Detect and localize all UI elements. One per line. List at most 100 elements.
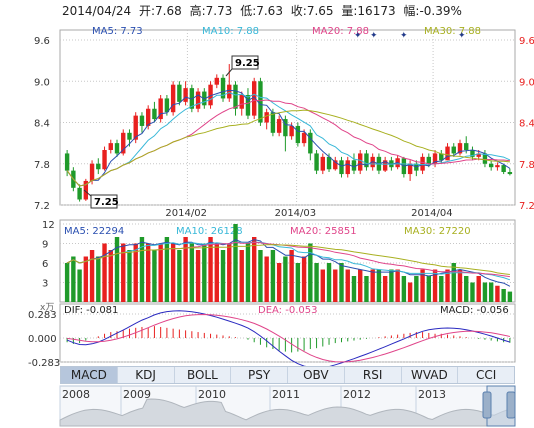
candle-body: [108, 143, 113, 150]
candle-body: [358, 153, 363, 171]
volume-bar: [195, 250, 201, 302]
event-star-icon: ✦: [370, 31, 378, 41]
tab-wvad[interactable]: WVAD: [402, 367, 459, 383]
volume-bar: [339, 263, 344, 302]
candle-body: [351, 160, 357, 171]
volume-bar: [114, 237, 120, 302]
candle-body: [258, 81, 263, 123]
candle-body: [420, 156, 425, 171]
volume-bar: [77, 269, 82, 302]
tab-cci[interactable]: CCI: [475, 368, 497, 382]
price-ma-label: MA5: 7.73: [92, 26, 143, 37]
candle-body: [426, 156, 432, 164]
timeline-year: 2010: [198, 388, 226, 401]
volume-bar: [71, 256, 76, 302]
candle-body: [482, 153, 488, 164]
volume-bar: [389, 269, 394, 302]
timeline-year: 2012: [343, 388, 371, 401]
volume-bar: [227, 243, 232, 302]
macd-tick: -0.283: [28, 358, 60, 369]
volume-bar: [164, 237, 170, 302]
volume-bar: [445, 269, 450, 302]
quote-volume: 量:16173: [341, 4, 396, 18]
stock-quote-header: 2014/04/24 开:7.68 高:7.73 低:7.63 收:7.65 量…: [62, 2, 466, 19]
volume-bar: [202, 243, 207, 302]
candle-body: [314, 153, 319, 171]
macd-value-label: MACD: -0.056: [440, 305, 509, 316]
volume-bar: [451, 263, 456, 302]
candle-body: [133, 115, 138, 140]
tab-rsi[interactable]: RSI: [345, 367, 402, 383]
tab-kdj[interactable]: KDJ: [118, 367, 175, 383]
high-marker-box: [231, 55, 259, 70]
candle-body: [407, 163, 413, 175]
low-marker-box: [90, 194, 118, 209]
tab-macd[interactable]: MACD: [61, 367, 118, 383]
volume-tick: 12: [42, 220, 55, 231]
volume-bar: [333, 269, 338, 302]
quote-change: 幅:-0.39%: [403, 4, 462, 18]
candle-body: [158, 98, 163, 120]
candle-body: [208, 84, 213, 106]
volume-bar: [488, 282, 494, 302]
price-tick-left: 8.4: [34, 119, 50, 130]
candle-body: [501, 165, 506, 172]
candle-body: [127, 132, 132, 140]
volume-bar: [482, 282, 488, 302]
volume-bar: [426, 276, 432, 302]
candle-body: [214, 77, 219, 85]
volume-bar: [414, 276, 419, 302]
volume-bar: [464, 276, 469, 302]
volume-bar: [64, 263, 70, 302]
price-ma-label: MA10: 7.88: [202, 26, 259, 37]
x-tick-label: 2014/03: [275, 208, 317, 219]
macd-tick: 0.283: [28, 310, 57, 321]
candle-body: [139, 115, 145, 126]
candle-body: [451, 146, 456, 154]
volume-bar: [432, 269, 438, 302]
volume-bar: [295, 263, 301, 302]
volume-bar: [214, 243, 219, 302]
macd-dea-line: [67, 313, 511, 363]
candle-body: [145, 108, 151, 126]
candle-body: [233, 84, 238, 109]
price-tick-left: 7.2: [34, 201, 50, 212]
volume-bar: [476, 276, 481, 302]
tab-boll[interactable]: BOLL: [175, 367, 232, 383]
volume-bar: [420, 269, 425, 302]
candle-body: [495, 165, 500, 168]
volume-bar: [89, 250, 95, 302]
timeline-year: 2013: [418, 388, 446, 401]
candle-body: [470, 150, 475, 157]
volume-bar: [233, 224, 238, 302]
timeline-left-handle[interactable]: [482, 391, 492, 419]
volume-bar: [177, 250, 182, 302]
quote-high: 高:7.73: [189, 4, 233, 18]
x-tick-label: 2014/04: [411, 208, 453, 219]
low-marker-pointer: [83, 189, 92, 197]
volume-ma-label: MA20: 25851: [290, 226, 357, 237]
candle-body: [445, 146, 450, 161]
price-tick-right: 9.6: [519, 36, 534, 47]
timeline-right-handle[interactable]: [506, 391, 516, 419]
candle-body: [432, 153, 438, 164]
candle-body: [245, 95, 251, 116]
tab-obv[interactable]: OBV: [288, 367, 345, 383]
candle-body: [476, 153, 481, 157]
quote-open: 开:7.68: [139, 4, 182, 18]
event-star-icon: ✦: [400, 31, 408, 41]
candle-body: [164, 98, 170, 113]
volume-bar: [470, 282, 475, 302]
candle-body: [227, 84, 232, 99]
volume-bar: [189, 243, 195, 302]
tab-psy[interactable]: PSY: [231, 367, 288, 383]
volume-tick: 3: [42, 279, 48, 290]
volume-bar: [239, 250, 244, 302]
indicator-tab-bar: MACD KDJ BOLL PSY OBV RSI WVAD CCI: [60, 366, 515, 384]
candle-body: [114, 143, 120, 154]
macd-dif-label: DIF: -0.081: [64, 305, 118, 316]
candle-body: [64, 153, 70, 171]
volume-bar: [345, 269, 350, 302]
volume-bar: [358, 269, 363, 302]
macd-dif-line: [66, 310, 511, 369]
